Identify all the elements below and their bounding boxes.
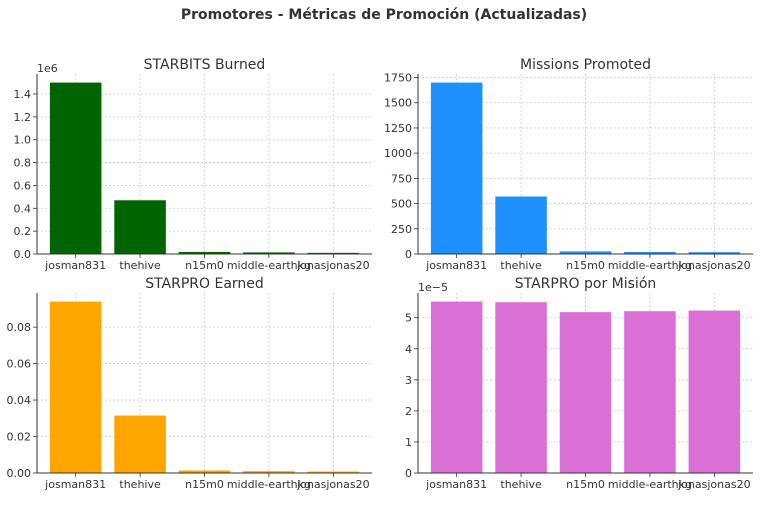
bar-middle-earthkg xyxy=(624,311,676,473)
figure-suptitle: Promotores - Métricas de Promoción (Actu… xyxy=(180,7,588,23)
x-tick-label: n15m0 xyxy=(185,259,224,272)
x-tick-label: thehive xyxy=(119,259,161,272)
x-tick-label: josman831 xyxy=(425,259,487,272)
chart-panel-2 xyxy=(414,74,753,258)
x-tick-label: josman831 xyxy=(425,478,487,491)
bar-jonasjonas20 xyxy=(688,252,741,254)
x-tick-label: thehive xyxy=(500,259,542,272)
bar-middle-earthkg xyxy=(243,471,295,473)
bar-thehive xyxy=(114,415,166,473)
y-tick-label: 0 xyxy=(405,467,412,480)
y-tick-label: 1000 xyxy=(384,147,412,160)
y-tick-label: 1.4 xyxy=(14,88,32,101)
x-tick-label: jonasjonas20 xyxy=(677,478,750,491)
bar-jonasjonas20 xyxy=(688,310,741,473)
bar-jonasjonas20 xyxy=(307,471,360,473)
bar-middle-earthkg xyxy=(624,251,676,254)
bar-jonasjonas20 xyxy=(307,252,360,254)
y-offset-label: 1e6 xyxy=(37,62,58,75)
y-tick-label: 1500 xyxy=(384,97,412,110)
y-tick-label: 0.4 xyxy=(14,202,32,215)
y-tick-label: 750 xyxy=(391,172,412,185)
x-tick-label: middle-earthkg xyxy=(227,259,311,272)
chart-panel-4 xyxy=(414,293,753,477)
x-tick-label: middle-earthkg xyxy=(608,478,692,491)
y-tick-label: 2 xyxy=(405,405,412,418)
bar-n15m0 xyxy=(178,251,231,254)
y-tick-label: 0.00 xyxy=(7,467,32,480)
bar-n15m0 xyxy=(559,312,612,473)
x-tick-label: middle-earthkg xyxy=(608,259,692,272)
y-tick-label: 250 xyxy=(391,223,412,236)
x-tick-label: n15m0 xyxy=(566,478,605,491)
bar-thehive xyxy=(495,196,547,254)
y-tick-label: 0 xyxy=(405,248,412,261)
chart-title: STARPRO Earned xyxy=(145,276,264,292)
y-tick-label: 500 xyxy=(391,198,412,211)
bar-josman831 xyxy=(430,82,483,254)
bar-josman831 xyxy=(49,82,102,254)
y-offset-label: 1e−5 xyxy=(418,281,448,294)
chart-title: STARPRO por Misión xyxy=(515,276,657,292)
bar-josman831 xyxy=(49,301,102,473)
x-tick-label: josman831 xyxy=(44,259,106,272)
y-tick-label: 0.2 xyxy=(14,225,32,238)
x-tick-label: n15m0 xyxy=(185,478,224,491)
chart-title: STARBITS Burned xyxy=(144,57,266,73)
bar-n15m0 xyxy=(559,251,612,254)
y-tick-label: 1 xyxy=(405,436,412,449)
bar-n15m0 xyxy=(178,470,231,473)
y-tick-label: 0.6 xyxy=(14,179,32,192)
bar-thehive xyxy=(114,200,166,254)
x-tick-label: middle-earthkg xyxy=(227,478,311,491)
y-tick-label: 1.0 xyxy=(14,134,32,147)
chart-panel-1 xyxy=(33,74,372,258)
x-tick-label: josman831 xyxy=(44,478,106,491)
y-tick-label: 0.0 xyxy=(14,248,32,261)
x-tick-label: jonasjonas20 xyxy=(296,478,369,491)
chart-panel-3 xyxy=(33,293,372,477)
x-tick-label: n15m0 xyxy=(566,259,605,272)
chart-title: Missions Promoted xyxy=(520,57,651,73)
y-tick-label: 0.06 xyxy=(7,358,32,371)
bar-thehive xyxy=(495,302,547,473)
x-tick-label: jonasjonas20 xyxy=(296,259,369,272)
y-tick-label: 1750 xyxy=(384,72,412,85)
x-tick-label: jonasjonas20 xyxy=(677,259,750,272)
y-tick-label: 5 xyxy=(405,312,412,325)
y-tick-label: 3 xyxy=(405,374,412,387)
y-tick-label: 0.02 xyxy=(7,431,32,444)
bar-middle-earthkg xyxy=(243,252,295,254)
x-tick-label: thehive xyxy=(119,478,161,491)
y-tick-label: 0.08 xyxy=(7,321,32,334)
y-tick-label: 0.8 xyxy=(14,157,32,170)
y-tick-label: 1250 xyxy=(384,122,412,135)
y-tick-label: 4 xyxy=(405,343,412,356)
y-tick-label: 0.04 xyxy=(7,394,32,407)
x-tick-label: thehive xyxy=(500,478,542,491)
y-tick-label: 1.2 xyxy=(14,111,32,124)
bar-josman831 xyxy=(430,301,483,473)
